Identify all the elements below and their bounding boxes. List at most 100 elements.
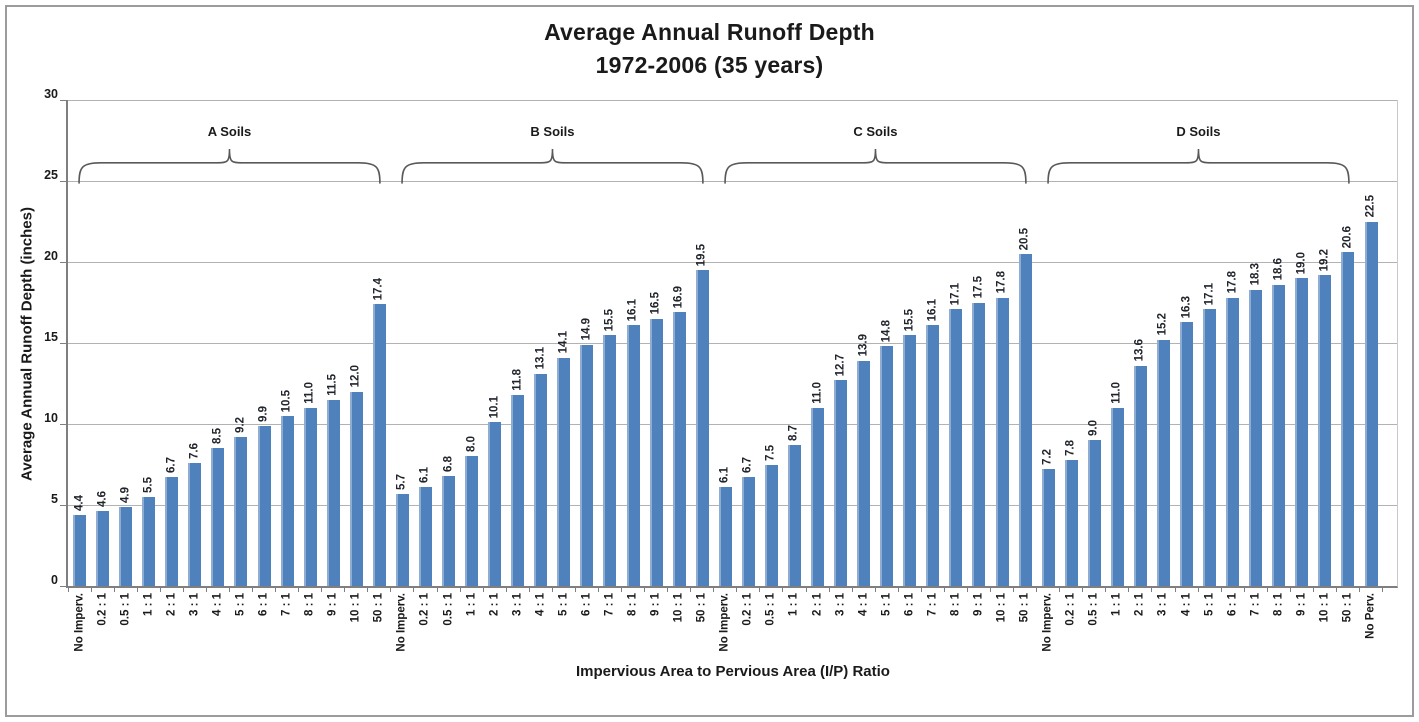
bar-slot: 9.0 0.5 : 1 [1083, 100, 1107, 626]
bar [949, 308, 963, 586]
bar [165, 477, 179, 586]
bar-slot: 19.5 50 : 1 [691, 100, 715, 622]
x-tick-label: 3 : 1 [1156, 593, 1169, 617]
x-tick-mark [1359, 586, 1360, 592]
x-tick-mark [574, 586, 576, 592]
bar-slot: 20.5 50 : 1 [1014, 100, 1038, 622]
x-tick-label: No Imperv. [395, 593, 408, 652]
bar-value-label: 19.2 [1318, 248, 1331, 271]
x-tick-mark [1243, 586, 1245, 592]
bar-value-label: 14.1 [557, 331, 570, 354]
bar [1226, 297, 1240, 586]
x-tick-label: 4 : 1 [1179, 593, 1192, 617]
x-tick-mark [1059, 586, 1061, 592]
bar-value-label: 9.0 [1087, 420, 1100, 437]
bar-slot: 11.0 8 : 1 [299, 100, 323, 616]
bar-slot: 6.1 No Imperv. [714, 100, 738, 652]
bar-value-label: 17.1 [1202, 282, 1215, 305]
bar [465, 456, 479, 586]
bar-slot: 11.0 1 : 1 [1106, 100, 1130, 616]
bar-value-label: 6.7 [741, 457, 754, 474]
x-tick-label: 50 : 1 [695, 593, 708, 623]
x-tick-label: 6 : 1 [1225, 593, 1238, 617]
bar-slot: 16.1 7 : 1 [921, 100, 945, 616]
bar-slot: 8.5 4 : 1 [206, 100, 230, 616]
bar-value-label: 16.3 [1179, 295, 1192, 318]
bar [580, 344, 594, 586]
bar [1041, 469, 1055, 586]
bar-value-label: 6.8 [441, 455, 454, 472]
bar-value-label: 15.5 [903, 308, 916, 331]
x-tick-mark [413, 586, 415, 592]
brace-icon [76, 148, 383, 184]
bar-slot: 15.5 7 : 1 [598, 100, 622, 616]
bar-slot: 7.8 0.2 : 1 [1060, 100, 1084, 626]
brace-icon [399, 148, 706, 184]
x-tick-mark [690, 586, 692, 592]
bar-value-label: 15.5 [603, 308, 616, 331]
bar-value-label: 22.5 [1364, 195, 1377, 218]
x-tick-mark [551, 586, 553, 592]
bar-value-label: 20.5 [1018, 227, 1031, 250]
x-tick-mark [782, 586, 784, 592]
x-tick-mark [482, 586, 484, 592]
x-tick-mark [943, 586, 945, 592]
x-tick-mark [990, 586, 991, 592]
x-tick-mark [228, 586, 230, 592]
plot-area: 0 5 10 15 20 25 30 4.4 No Imperv. 4.6 0.2 : 1 4.9 0.… [44, 87, 1398, 652]
bar-value-label: 6.1 [418, 467, 431, 484]
bar-slot: 17.5 9 : 1 [967, 100, 991, 616]
x-tick-label: 2 : 1 [487, 593, 500, 617]
bar [211, 448, 225, 586]
bar-slot: 4.4 No Imperv. [67, 100, 92, 652]
x-tick-mark [367, 586, 369, 592]
x-tick-mark [1013, 586, 1015, 592]
bar-value-label: 13.6 [1133, 339, 1146, 362]
x-tick-label: 8 : 1 [626, 593, 639, 617]
x-tick-label: 0.5 : 1 [118, 593, 131, 626]
x-tick-mark [897, 586, 899, 592]
gridline [68, 99, 1397, 101]
x-tick-mark [1382, 586, 1384, 592]
bar-slot: 17.1 5 : 1 [1198, 100, 1222, 616]
bar [73, 514, 87, 586]
bar-slot: 7.5 0.5 : 1 [760, 100, 784, 626]
x-tick-mark [621, 586, 622, 592]
soil-group-label: A Soils [207, 124, 252, 139]
x-tick-label: No Imperv. [718, 593, 731, 652]
bar-value-label: 19.5 [695, 243, 708, 267]
gridline [68, 180, 1397, 182]
bar [1318, 274, 1332, 586]
x-tick-label: 4 : 1 [856, 593, 869, 617]
bar [1133, 365, 1147, 586]
bar-slot: 9.2 5 : 1 [229, 100, 253, 616]
soil-group-brace-c-soils: C Soils [722, 124, 1029, 184]
x-tick-mark [874, 586, 876, 592]
soil-group-label: B Soils [530, 124, 575, 139]
bar-value-label: 19.0 [1295, 251, 1308, 275]
x-tick-label: 6 : 1 [903, 593, 916, 617]
x-tick-label: 1 : 1 [1110, 593, 1123, 617]
bar-slot: 14.9 6 : 1 [575, 100, 599, 616]
x-tick-label: 2 : 1 [165, 593, 178, 617]
bar [188, 462, 202, 586]
x-tick-mark [851, 586, 853, 592]
bar-value-label: 17.8 [1225, 271, 1238, 294]
bar-value-label: 14.9 [580, 318, 593, 341]
x-tick-label: 0.5 : 1 [441, 593, 454, 626]
chart-title: Average Annual Runoff Depth [544, 19, 875, 45]
x-tick-mark [1220, 586, 1222, 592]
bar-slot: 17.8 10 : 1 [991, 100, 1015, 622]
bar-slot: 16.9 10 : 1 [668, 100, 692, 622]
bar-value-label: 12.0 [349, 365, 362, 388]
bar-value-label: 10.1 [487, 396, 500, 419]
bar-value-label: 7.6 [188, 442, 201, 459]
bar-value-label: 10.5 [280, 389, 293, 412]
bar [1180, 321, 1194, 586]
x-tick-mark [182, 586, 184, 592]
x-tick-mark [505, 586, 507, 592]
y-tick-mark [60, 504, 66, 506]
x-tick-label: 7 : 1 [603, 593, 616, 617]
x-tick-mark [298, 586, 300, 592]
bar-slot: 6.8 0.5 : 1 [437, 100, 461, 626]
